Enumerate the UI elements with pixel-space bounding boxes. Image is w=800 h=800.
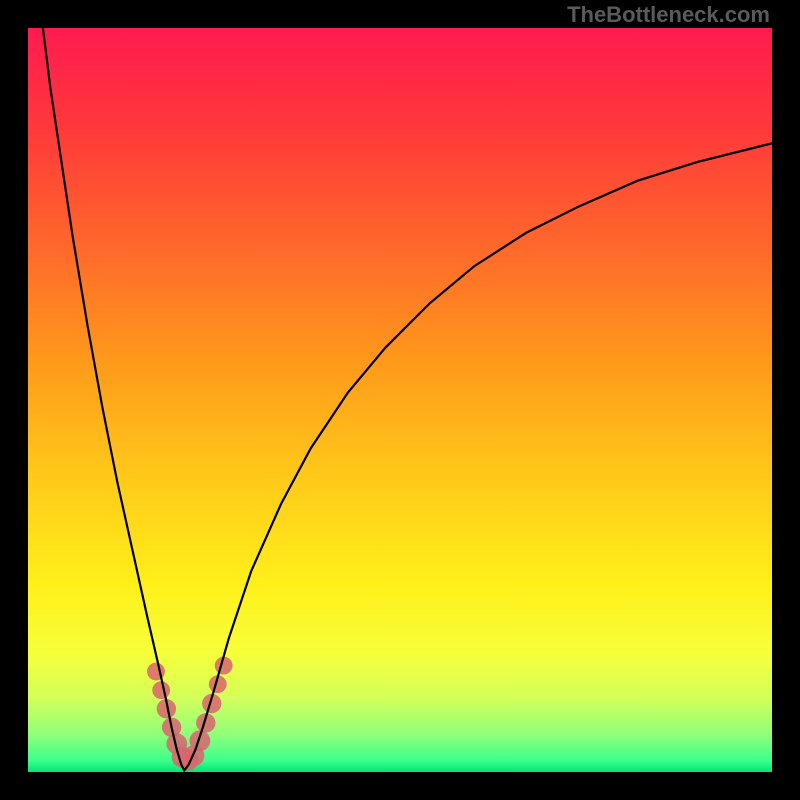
watermark-text: TheBottleneck.com — [567, 2, 770, 28]
bottleneck-curve — [43, 28, 772, 771]
plot-area — [28, 28, 772, 772]
chart-frame: TheBottleneck.com — [0, 0, 800, 800]
curve-layer — [28, 28, 772, 772]
